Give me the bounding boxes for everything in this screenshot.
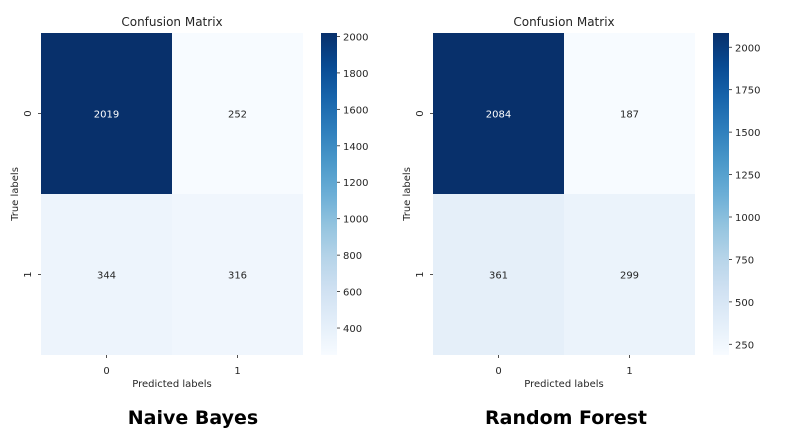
heatmap-cell bbox=[433, 194, 564, 355]
y-axis-label: True labels bbox=[402, 167, 413, 222]
colorbar-tick-label: 1200 bbox=[343, 178, 368, 189]
model-caption-naive-bayes: Naive Bayes bbox=[127, 407, 259, 429]
cell-value-label: 316 bbox=[228, 271, 247, 282]
naive-bayes-panel: Confusion Matrix 2019 252 344 316 0 1 Predicted… bbox=[10, 15, 368, 429]
heatmap-cell bbox=[564, 194, 695, 355]
x-tick-label: 1 bbox=[626, 366, 632, 377]
colorbar-tick-label: 500 bbox=[735, 298, 754, 309]
cell-value-label: 344 bbox=[97, 271, 116, 282]
confusion-matrix-chart-naive-bayes: Confusion Matrix 2019 252 344 316 0 1 Predicted… bbox=[10, 15, 368, 390]
y-tick-label: 0 bbox=[415, 110, 426, 116]
y-tick-label: 0 bbox=[23, 110, 34, 116]
colorbar-tick-label: 1800 bbox=[343, 69, 368, 80]
heatmap-cell bbox=[41, 194, 172, 355]
colorbar-tick-label: 1600 bbox=[343, 105, 368, 116]
confusion-matrix-chart-random-forest: Confusion Matrix 2084 187 361 299 0 1 Predicted… bbox=[402, 15, 760, 390]
cell-value-label: 2019 bbox=[94, 110, 119, 121]
cell-value-label: 2084 bbox=[486, 110, 511, 121]
colorbar-tick-label: 400 bbox=[343, 324, 362, 335]
colorbar-tick-label: 1000 bbox=[735, 213, 760, 224]
x-tick-label: 0 bbox=[103, 366, 109, 377]
colorbar-tick-label: 750 bbox=[735, 255, 754, 266]
colorbar-tick-label: 1250 bbox=[735, 171, 760, 182]
heatmap-cell bbox=[41, 33, 172, 194]
chart-title: Confusion Matrix bbox=[513, 15, 614, 29]
colorbar-tick-label: 1400 bbox=[343, 142, 368, 153]
colorbar-tick-label: 2000 bbox=[343, 32, 368, 43]
colorbar-tick-label: 250 bbox=[735, 340, 754, 351]
cell-value-label: 187 bbox=[620, 110, 639, 121]
x-tick-label: 1 bbox=[234, 366, 240, 377]
x-axis-label: Predicted labels bbox=[132, 379, 212, 390]
colorbar-tick-label: 2000 bbox=[735, 43, 760, 54]
colorbar-tick-label: 800 bbox=[343, 251, 362, 262]
x-tick-label: 0 bbox=[495, 366, 501, 377]
colorbar-tick-label: 1750 bbox=[735, 86, 760, 97]
heatmap-cell bbox=[172, 33, 303, 194]
heatmap-cell bbox=[433, 33, 564, 194]
x-axis-label: Predicted labels bbox=[524, 379, 604, 390]
y-tick-label: 1 bbox=[23, 271, 34, 277]
model-caption-random-forest: Random Forest bbox=[485, 407, 647, 429]
colorbar-tick-label: 600 bbox=[343, 288, 362, 299]
cell-value-label: 361 bbox=[489, 271, 508, 282]
y-axis-label: True labels bbox=[10, 167, 21, 222]
cell-value-label: 252 bbox=[228, 110, 247, 121]
colorbar bbox=[321, 33, 337, 355]
colorbar-tick-label: 1000 bbox=[343, 215, 368, 226]
random-forest-panel: Confusion Matrix 2084 187 361 299 0 1 Predicted… bbox=[392, 0, 787, 433]
cell-value-label: 299 bbox=[620, 271, 639, 282]
chart-title: Confusion Matrix bbox=[121, 15, 222, 29]
heatmap-cell bbox=[564, 33, 695, 194]
heatmap-cell bbox=[172, 194, 303, 355]
colorbar-tick-label: 1500 bbox=[735, 128, 760, 139]
colorbar bbox=[713, 33, 729, 355]
y-tick-label: 1 bbox=[415, 271, 426, 277]
